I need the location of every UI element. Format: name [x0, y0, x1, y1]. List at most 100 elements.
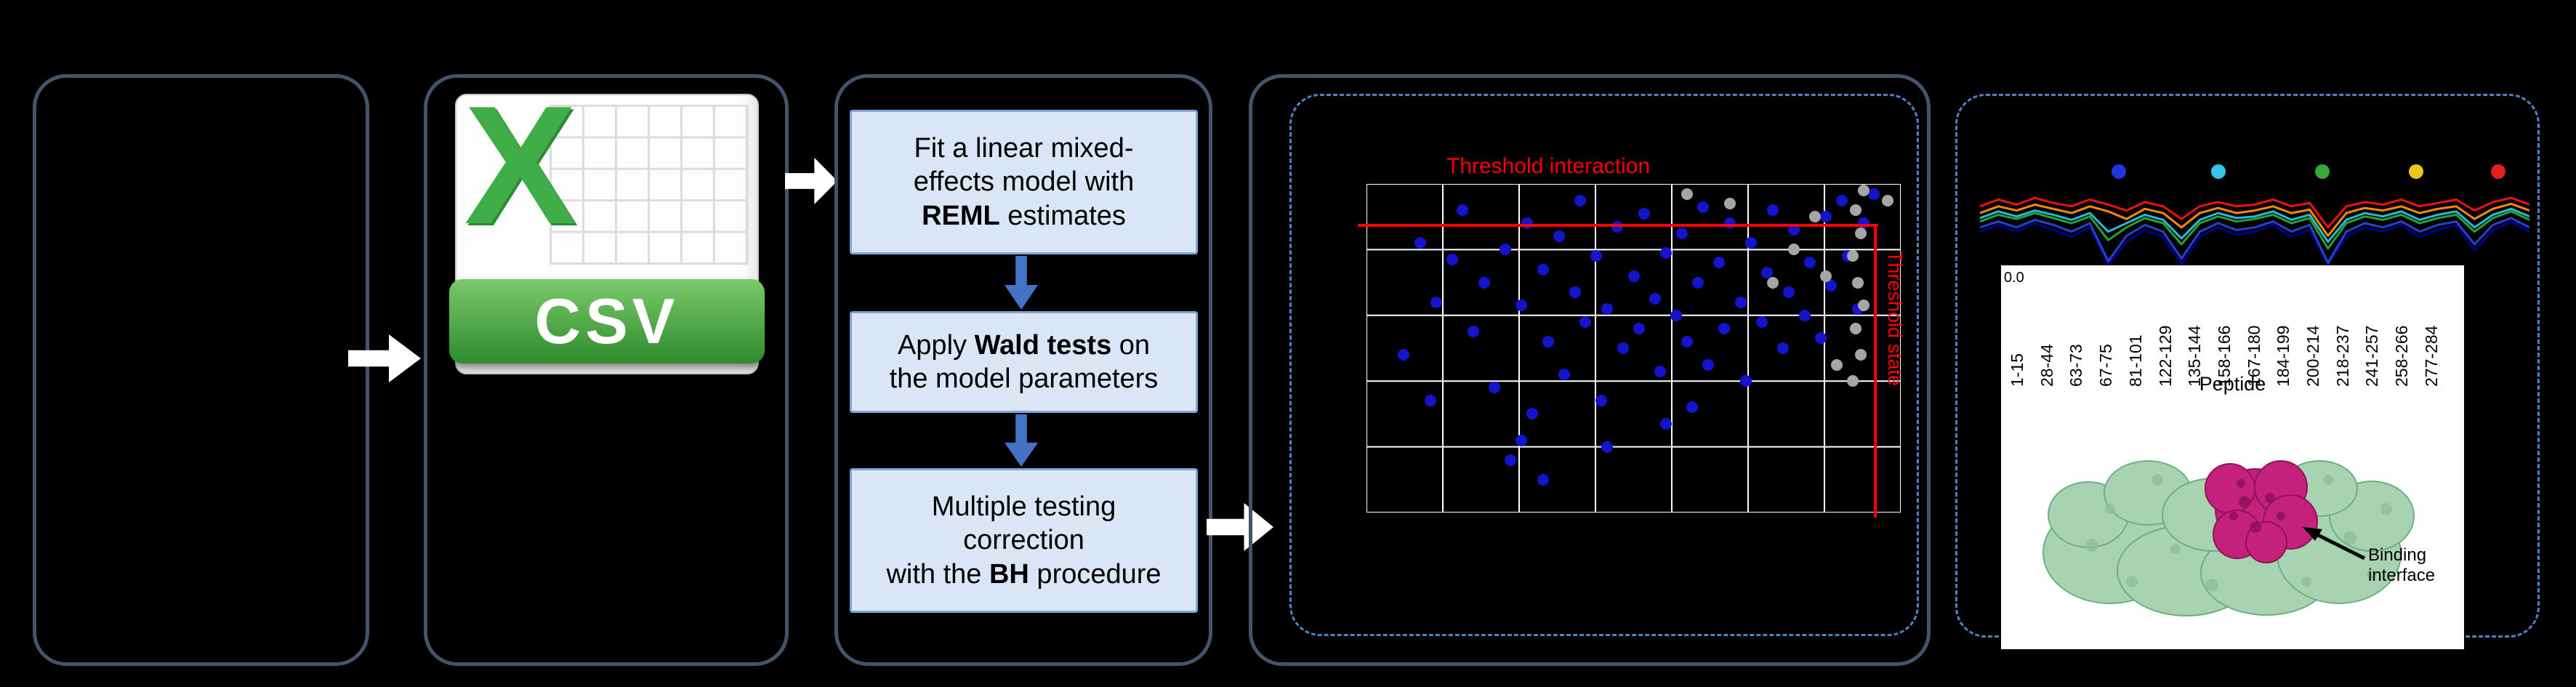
scatter-point	[1782, 286, 1795, 299]
panel-experimental-design	[33, 74, 369, 666]
kinetics-line-cyan	[1979, 207, 2530, 243]
scatter-point	[1681, 188, 1693, 200]
scatter-points-layer	[1367, 184, 1901, 513]
scatter-point	[1854, 227, 1867, 239]
scatter-point	[1446, 253, 1458, 265]
flow-box-line: effects model with	[913, 166, 1135, 198]
flow-box-line: correction	[963, 525, 1084, 556]
kinetics-axis-panel: 0.0 1-15 28-44 63-73 67-75 81-101 122-129 135-…	[2001, 265, 2464, 649]
flow-box-line: Multiple testing	[931, 491, 1116, 522]
step-reml-box: Fit a linear mixed-effects model with REM…	[850, 110, 1198, 254]
scatter-point	[1659, 246, 1672, 259]
scatter-point	[1633, 322, 1645, 334]
scatter-point	[1489, 382, 1501, 394]
panel-significance-plot	[1289, 94, 1919, 636]
scatter-point	[1868, 188, 1880, 200]
scatter-point	[1601, 302, 1613, 315]
scatter-point	[1414, 237, 1426, 249]
scatter-point	[1814, 332, 1827, 345]
scatter-point	[1542, 335, 1554, 347]
scatter-point	[1574, 194, 1586, 206]
panel-csv-input	[424, 74, 789, 666]
excel-x-logo: X	[464, 71, 577, 260]
scatter-point	[1849, 204, 1861, 217]
scatter-point	[1739, 375, 1752, 387]
pvalue-scatter-plot	[1367, 184, 1901, 513]
scatter-point	[1468, 326, 1479, 338]
scatter-point	[1691, 276, 1704, 289]
kinetics-line-blue	[1979, 217, 2530, 264]
scatter-point	[1681, 335, 1693, 347]
threshold-state-label: Threshold state	[1884, 251, 1906, 387]
scatter-point	[1569, 286, 1581, 299]
x-axis-title: Peptide	[2199, 373, 2266, 395]
kinetics-line-orange	[1979, 202, 2530, 237]
threshold-interaction-label: Threshold interaction	[1446, 154, 1651, 178]
scatter-point	[1697, 201, 1710, 213]
scatter-point	[1849, 322, 1861, 334]
scatter-point	[1553, 230, 1565, 243]
scatter-point	[1745, 237, 1758, 249]
scatter-point	[1516, 434, 1528, 446]
scatter-point	[1430, 296, 1442, 308]
scatter-point	[1675, 227, 1688, 239]
scatter-point	[1734, 296, 1747, 308]
flow-box-line: Fit a linear mixed-	[914, 132, 1134, 164]
scatter-point	[1457, 204, 1469, 217]
scatter-point	[1579, 316, 1592, 328]
scatter-point	[1830, 358, 1843, 371]
flow-box-line: Apply Wald tests on	[897, 329, 1151, 361]
timepoint-dot-icon	[2112, 164, 2126, 179]
scatter-point	[1627, 270, 1640, 282]
scatter-point	[1638, 207, 1651, 220]
scatter-point	[1825, 280, 1838, 292]
scatter-point	[1766, 276, 1779, 289]
annotation-line-1: Binding	[2368, 545, 2427, 565]
scatter-point	[1516, 300, 1528, 312]
scatter-point	[1478, 276, 1490, 289]
step-wald-box: Apply Wald tests on the model parameters	[850, 311, 1198, 413]
kinetics-line-green	[1979, 210, 2530, 250]
binding-interface-arrow-icon	[2303, 527, 2366, 561]
timepoint-dot-icon	[2315, 164, 2330, 179]
binding-interface-annotation: Binding interface	[2368, 545, 2435, 585]
timepoint-dot-icon	[2211, 164, 2226, 179]
kinetics-line-navy	[1979, 220, 2530, 266]
scatter-point	[1788, 224, 1800, 236]
scatter-point	[1852, 276, 1864, 289]
scatter-point	[1425, 395, 1437, 407]
panel-results-outer	[1249, 74, 1931, 666]
scatter-point	[1617, 342, 1629, 354]
scatter-point	[1590, 250, 1603, 262]
flow-arrow-right-icon	[785, 158, 837, 204]
kinetics-lines	[1979, 196, 2530, 266]
threshold-interaction-line	[1358, 224, 1878, 227]
scatter-point	[1654, 365, 1667, 377]
kinetics-chart	[1979, 181, 2530, 266]
csv-grid-cells	[549, 105, 749, 265]
scatter-point	[1836, 194, 1848, 206]
scatter-point	[1505, 454, 1517, 466]
flow-box-line: the model parameters	[889, 363, 1159, 394]
panel-statistical-model	[834, 74, 1212, 666]
scatter-point	[1601, 441, 1613, 453]
scatter-point	[1558, 369, 1570, 381]
step-bh-box: Multiple testing correction with the BH pr…	[850, 468, 1198, 613]
scatter-point	[1809, 211, 1822, 223]
csv-file-icon: X CSV	[448, 71, 765, 374]
threshold-state-line	[1874, 224, 1877, 518]
scatter-point	[1766, 204, 1779, 217]
scatter-point	[1537, 263, 1549, 276]
scatter-point	[1820, 270, 1832, 282]
kinetics-line-red	[1979, 196, 2530, 229]
timepoint-dot-icon	[2409, 164, 2423, 179]
scatter-point	[1755, 316, 1768, 328]
y-axis-tick: 0.0	[2004, 270, 2024, 286]
scatter-point	[1761, 267, 1774, 279]
scatter-point	[1659, 417, 1672, 430]
flow-box-line: with the BH procedure	[886, 558, 1162, 590]
scatter-point	[1649, 293, 1661, 305]
scatter-point	[1398, 349, 1410, 361]
protein-structure	[2042, 460, 2415, 616]
